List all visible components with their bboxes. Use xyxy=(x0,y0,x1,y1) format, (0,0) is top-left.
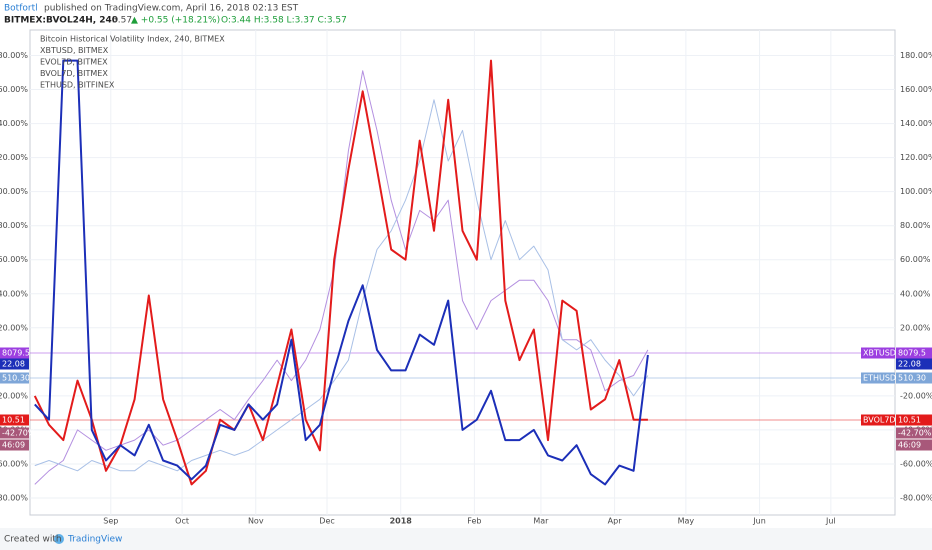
price-tag xyxy=(0,358,29,370)
y-tick-label-right: 40.00% xyxy=(900,289,931,298)
y-tick-label-right: 160.00% xyxy=(900,85,932,94)
symbol: BITMEX:BVOL24H, 240 xyxy=(4,16,118,26)
price-tag xyxy=(896,414,932,426)
author[interactable]: Botfortl xyxy=(4,4,38,14)
ohlc: O:3.44 H:3.58 L:3.37 C:3.57 xyxy=(221,16,347,26)
plot-frame xyxy=(29,29,896,516)
footer-bar xyxy=(0,528,932,550)
y-tick-label: 40.00% xyxy=(0,289,28,298)
price-tag xyxy=(0,427,29,439)
price-tag xyxy=(0,439,29,451)
y-tick-label: 20.00% xyxy=(0,323,28,332)
price-tag-text: 10.51 xyxy=(898,416,921,425)
price-tag xyxy=(896,347,932,359)
y-tick-label-right: 180.00% xyxy=(900,51,932,60)
price-tag xyxy=(0,414,29,426)
price-tag-text: 46:09 xyxy=(898,441,921,450)
y-tick-label: 60.00% xyxy=(0,255,28,264)
price-tag-text: 46:09 xyxy=(2,441,25,450)
series-tag xyxy=(861,372,895,384)
price-tag xyxy=(0,347,29,359)
y-tick-label-right: 120.00% xyxy=(900,153,932,162)
y-tick-label: -80.00% xyxy=(0,493,28,502)
series-tag-text: BVOL7D xyxy=(863,416,896,425)
y-tick-label-right: 100.00% xyxy=(900,187,932,196)
legend-entry: EVOL7D, BITMEX xyxy=(40,58,108,67)
price-tag-text: 22.08 xyxy=(2,360,25,369)
series-tag xyxy=(861,414,895,426)
x-tick-label: Dec xyxy=(319,517,334,526)
x-tick-label: Nov xyxy=(248,517,264,526)
price-tag-text: 8079.5 xyxy=(898,349,926,358)
y-tick-label-right: -80.00% xyxy=(900,493,932,502)
series-line xyxy=(34,99,649,472)
y-tick-label: 80.00% xyxy=(0,221,28,230)
series-tag-text: XBTUSD xyxy=(863,349,896,358)
price-tag-text: -42.70% xyxy=(2,429,36,438)
y-tick-label-right: 60.00% xyxy=(900,255,931,264)
footer-created: Created with xyxy=(4,535,62,545)
price-tag-text: -42.70% xyxy=(898,429,932,438)
series-tag xyxy=(861,347,895,359)
price-tag xyxy=(896,427,932,439)
x-tick-label: May xyxy=(678,517,695,526)
y-tick-label: -20.00% xyxy=(0,391,28,400)
y-tick-label-right: 140.00% xyxy=(900,119,932,128)
legend-entry: Bitcoin Historical Volatility Index, 240… xyxy=(40,35,225,44)
series-tag-text: ETHUSD xyxy=(863,374,896,383)
x-tick-label: Apr xyxy=(608,517,623,526)
x-tick-label: 2018 xyxy=(390,517,413,526)
series-line xyxy=(34,59,649,486)
logo xyxy=(54,534,64,544)
last-price: 3.57 xyxy=(112,16,132,26)
x-tick-label: Sep xyxy=(103,517,118,526)
y-tick-label: 120.00% xyxy=(0,153,28,162)
y-tick-label: 160.00% xyxy=(0,85,28,94)
y-tick-label-right: -20.00% xyxy=(900,391,932,400)
y-tick-label: -60.00% xyxy=(0,459,28,468)
price-tag-text: 510.30 xyxy=(2,374,30,383)
published: published on TradingView.com, April 16, … xyxy=(44,4,299,14)
x-tick-label: Feb xyxy=(467,517,481,526)
y-tick-label: 180.00% xyxy=(0,51,28,60)
y-tick-label-right: 80.00% xyxy=(900,221,931,230)
price-tag-text: 510.30 xyxy=(898,374,926,383)
price-tag xyxy=(896,439,932,451)
series-line xyxy=(33,59,648,486)
legend-entry: ETHUSD, BITFINEX xyxy=(40,81,115,90)
price-tag xyxy=(896,358,932,370)
y-tick-label: 140.00% xyxy=(0,119,28,128)
price-tag-text: 22.08 xyxy=(898,360,921,369)
footer-brand[interactable]: TradingView xyxy=(67,535,122,545)
change: ▲ +0.55 (+18.21%) xyxy=(131,16,220,26)
price-tag-text: 10.51 xyxy=(2,416,25,425)
y-tick-label: 100.00% xyxy=(0,187,28,196)
x-tick-label: Mar xyxy=(533,517,549,526)
y-tick-label-right: 20.00% xyxy=(900,323,931,332)
price-tag xyxy=(896,372,932,384)
x-tick-label: Oct xyxy=(175,517,189,526)
price-tag xyxy=(0,372,29,384)
y-tick-label-right: -60.00% xyxy=(900,459,932,468)
x-tick-label: Jul xyxy=(825,517,836,526)
legend-entry: XBTUSD, BITMEX xyxy=(40,46,109,55)
legend-entry: BVOL7D, BITMEX xyxy=(40,69,108,78)
price-tag-text: 8079.5 xyxy=(2,349,30,358)
x-tick-label: Jun xyxy=(752,517,766,526)
